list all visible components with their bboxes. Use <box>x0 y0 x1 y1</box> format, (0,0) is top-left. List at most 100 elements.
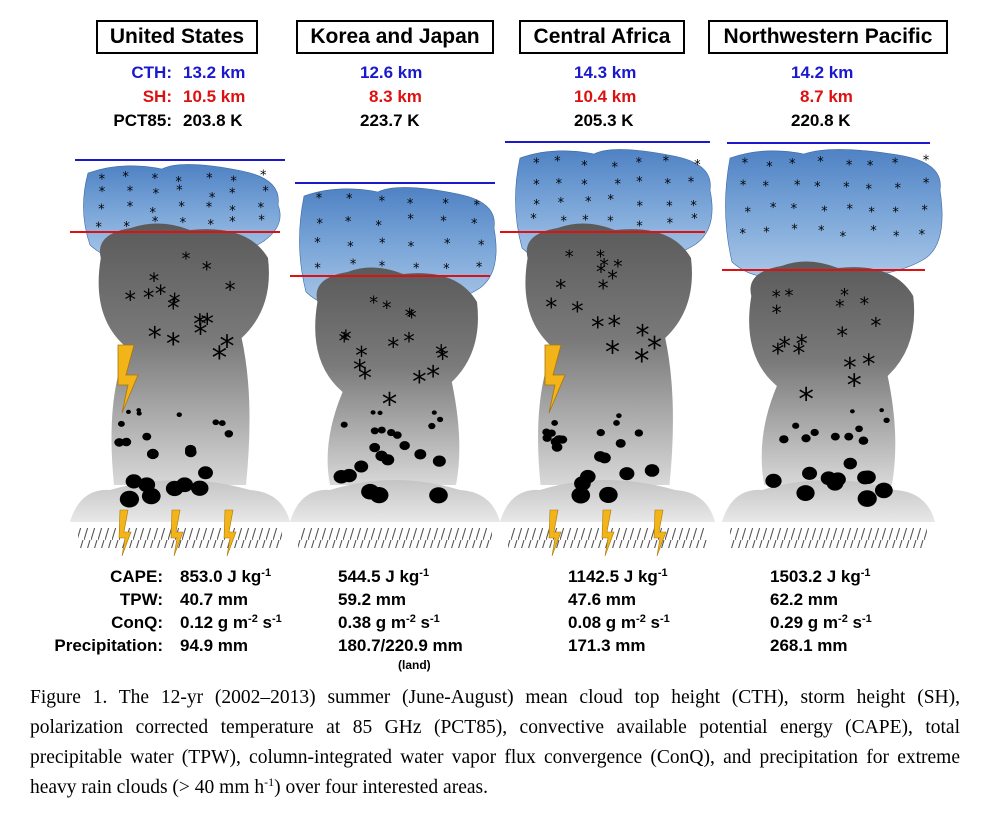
ice-crystal: * <box>206 201 213 216</box>
ice-crystal: * <box>347 240 354 255</box>
ice-crystal: * <box>473 198 480 213</box>
snow-particle: * <box>200 308 214 339</box>
rain-drop <box>114 438 125 447</box>
ice-crystal: * <box>791 223 798 238</box>
ice-crystal: * <box>821 205 828 220</box>
rain-drop <box>191 480 209 496</box>
snow-particle: * <box>149 269 160 293</box>
ground-lightning-icon <box>170 509 184 557</box>
ice-crystal: * <box>919 228 926 243</box>
ice-crystal: * <box>443 262 450 277</box>
lightning-icon <box>117 344 139 414</box>
sh-value-us: 10.5 km <box>183 87 246 106</box>
ice-crystal: * <box>763 226 770 241</box>
cth-value-nw-pacific: 14.2 km <box>791 63 854 82</box>
precipitation-label: Precipitation: <box>54 636 163 655</box>
rain-drop <box>218 420 226 427</box>
snow-particle: * <box>387 333 399 361</box>
ice-crystal: * <box>153 187 160 202</box>
ice-crystal: * <box>176 183 183 198</box>
ice-crystal: * <box>814 180 821 195</box>
rain-drop <box>119 490 140 508</box>
ice-crystal: * <box>316 217 323 232</box>
ice-crystal: * <box>840 230 847 245</box>
ice-crystal: * <box>478 238 485 253</box>
snow-particle: * <box>847 369 862 404</box>
rain-drop <box>377 410 383 416</box>
ice-crystal: * <box>636 156 643 171</box>
rain-drop <box>432 455 446 467</box>
rain-drop <box>613 419 620 426</box>
snow-particle: * <box>792 339 805 369</box>
ice-crystal: * <box>818 224 825 239</box>
tpw-value-korea-japan: 59.2 mm <box>338 590 407 609</box>
cape-value-us: 853.0 J kg-1 <box>180 567 272 586</box>
ice-crystal: * <box>847 202 854 217</box>
ice-crystal: * <box>408 240 415 255</box>
ice-crystal: * <box>99 172 106 187</box>
rain-drop <box>843 457 857 470</box>
snow-particle: * <box>784 285 793 306</box>
ice-crystal: * <box>893 230 900 245</box>
conq-label: ConQ: <box>111 613 163 632</box>
snow-particle: * <box>634 343 650 379</box>
snow-particle: * <box>202 258 212 282</box>
ice-crystal: * <box>375 219 382 234</box>
pct85-value-us: 203.8 K <box>183 111 243 130</box>
ice-crystal: * <box>558 196 565 211</box>
cape-value-nw-pacific: 1503.2 J kg-1 <box>770 567 871 586</box>
rain-drop <box>428 422 436 430</box>
rain-drop <box>879 408 884 413</box>
snow-particle: * <box>555 277 566 302</box>
snow-particle: * <box>598 277 609 302</box>
sh-value-nw-pacific: 8.7 km <box>800 87 853 106</box>
rain-drop <box>792 422 800 429</box>
rain-drop <box>634 429 644 437</box>
rain-drop <box>142 432 152 441</box>
snow-particle: * <box>608 311 622 342</box>
ice-crystal: * <box>442 197 449 212</box>
snow-particle: * <box>565 246 574 267</box>
ice-crystal: * <box>581 178 588 193</box>
snow-particle: * <box>571 296 584 325</box>
ice-crystal: * <box>206 171 213 186</box>
ground-hatch <box>730 528 927 548</box>
ice-crystal: * <box>180 216 187 231</box>
ice-crystal: * <box>740 178 747 193</box>
snow-particle: * <box>369 292 378 313</box>
ice-crystal: * <box>258 201 265 216</box>
rain-drop <box>185 447 197 458</box>
sh-value-korea-japan: 8.3 km <box>369 87 422 106</box>
ice-crystal: * <box>127 184 134 199</box>
cth-value-korea-japan: 12.6 km <box>360 63 423 82</box>
snow-particle: * <box>862 349 876 380</box>
snow-particle: * <box>143 285 155 311</box>
ice-crystal: * <box>350 257 357 272</box>
snow-particle: * <box>613 256 623 278</box>
snow-particle: * <box>340 327 352 353</box>
snow-particle: * <box>412 365 427 399</box>
ice-crystal: * <box>742 156 749 171</box>
snow-particle: * <box>193 317 207 350</box>
cape-label: CAPE: <box>110 567 163 586</box>
ice-crystal: * <box>817 155 824 170</box>
rain-drop <box>644 464 660 477</box>
rain-drop <box>369 487 389 504</box>
ice-crystal: * <box>230 174 237 189</box>
ice-crystal: * <box>229 215 236 230</box>
ice-anvil-cloud <box>725 149 943 278</box>
ice-crystal: * <box>636 219 643 234</box>
snow-particle: * <box>148 320 162 353</box>
rain-drop <box>765 473 782 488</box>
rain-drop <box>857 490 877 507</box>
ice-crystal: * <box>865 182 872 197</box>
rain-drop <box>810 428 819 437</box>
ice-crystal: * <box>471 217 478 232</box>
rain-drop <box>377 426 386 434</box>
ice-crystal: * <box>923 177 930 192</box>
sh-label: SH: <box>142 87 172 106</box>
rain-drop <box>855 425 863 433</box>
convective-cloud-body <box>525 223 692 486</box>
ground-lightning-icon <box>548 509 562 557</box>
rain-drop <box>340 421 348 428</box>
